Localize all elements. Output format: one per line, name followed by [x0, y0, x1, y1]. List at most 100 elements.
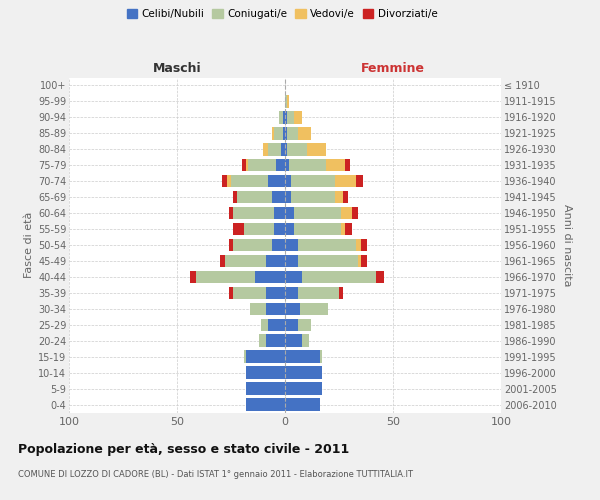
Bar — [300, 302, 328, 315]
Bar — [287, 127, 298, 140]
Bar — [266, 254, 285, 267]
Bar — [266, 286, 285, 299]
Bar — [229, 286, 233, 299]
Bar — [341, 207, 352, 220]
Bar — [302, 270, 376, 283]
Bar — [274, 223, 285, 235]
Bar — [281, 143, 285, 156]
Bar — [335, 175, 356, 188]
Bar — [285, 270, 302, 283]
Y-axis label: Fasce di età: Fasce di età — [23, 212, 34, 278]
Bar — [233, 207, 274, 220]
Bar — [233, 286, 266, 299]
Bar — [343, 191, 347, 203]
Bar — [289, 159, 326, 172]
Bar — [287, 111, 293, 124]
Bar — [376, 270, 385, 283]
Bar — [229, 239, 233, 251]
Bar — [263, 143, 268, 156]
Bar — [285, 239, 298, 251]
Bar — [335, 191, 343, 203]
Bar — [285, 159, 289, 172]
Bar — [268, 143, 281, 156]
Bar — [293, 223, 341, 235]
Bar — [244, 223, 274, 235]
Bar — [285, 350, 320, 363]
Bar — [285, 191, 292, 203]
Bar — [283, 111, 285, 124]
Bar — [250, 302, 266, 315]
Bar — [223, 175, 227, 188]
Bar — [246, 398, 285, 410]
Bar — [361, 239, 367, 251]
Bar — [231, 175, 268, 188]
Bar — [268, 175, 285, 188]
Bar — [220, 254, 224, 267]
Bar — [307, 143, 326, 156]
Bar — [261, 318, 268, 331]
Bar — [341, 223, 346, 235]
Bar — [196, 270, 255, 283]
Bar — [266, 334, 285, 347]
Bar — [274, 207, 285, 220]
Bar — [242, 159, 246, 172]
Bar — [248, 159, 277, 172]
Bar — [246, 366, 285, 379]
Bar — [356, 175, 363, 188]
Bar — [229, 207, 233, 220]
Bar — [227, 175, 231, 188]
Bar — [346, 159, 350, 172]
Text: Maschi: Maschi — [152, 62, 202, 75]
Bar — [244, 350, 246, 363]
Bar — [285, 302, 300, 315]
Bar — [272, 127, 274, 140]
Bar — [285, 111, 287, 124]
Bar — [278, 111, 283, 124]
Bar — [358, 254, 361, 267]
Bar — [287, 95, 289, 108]
Bar — [233, 223, 244, 235]
Bar — [352, 207, 358, 220]
Bar — [285, 175, 292, 188]
Bar — [302, 334, 309, 347]
Bar — [346, 223, 352, 235]
Bar — [326, 159, 346, 172]
Bar — [259, 334, 266, 347]
Bar — [339, 286, 343, 299]
Legend: Celibi/Nubili, Coniugati/e, Vedovi/e, Divorziati/e: Celibi/Nubili, Coniugati/e, Vedovi/e, Di… — [122, 5, 442, 24]
Bar — [298, 239, 356, 251]
Bar — [283, 127, 285, 140]
Y-axis label: Anni di nascita: Anni di nascita — [562, 204, 572, 286]
Bar — [293, 207, 341, 220]
Text: COMUNE DI LOZZO DI CADORE (BL) - Dati ISTAT 1° gennaio 2011 - Elaborazione TUTTI: COMUNE DI LOZZO DI CADORE (BL) - Dati IS… — [18, 470, 413, 479]
Text: Popolazione per età, sesso e stato civile - 2011: Popolazione per età, sesso e stato civil… — [18, 442, 349, 456]
Bar — [246, 350, 285, 363]
Bar — [285, 223, 293, 235]
Bar — [224, 254, 266, 267]
Bar — [266, 302, 285, 315]
Bar — [268, 318, 285, 331]
Bar — [285, 127, 287, 140]
Bar — [292, 191, 335, 203]
Bar — [361, 254, 367, 267]
Text: Femmine: Femmine — [361, 62, 425, 75]
Bar — [285, 95, 287, 108]
Bar — [285, 143, 287, 156]
Bar — [190, 270, 196, 283]
Bar — [285, 286, 298, 299]
Bar — [274, 127, 283, 140]
Bar — [293, 111, 302, 124]
Bar — [356, 239, 361, 251]
Bar — [285, 318, 298, 331]
Bar — [272, 191, 285, 203]
Bar — [277, 159, 285, 172]
Bar — [298, 318, 311, 331]
Bar — [292, 175, 335, 188]
Bar — [233, 239, 272, 251]
Bar — [285, 398, 320, 410]
Bar — [298, 254, 358, 267]
Bar — [246, 159, 248, 172]
Bar — [285, 366, 322, 379]
Bar — [285, 334, 302, 347]
Bar — [285, 207, 293, 220]
